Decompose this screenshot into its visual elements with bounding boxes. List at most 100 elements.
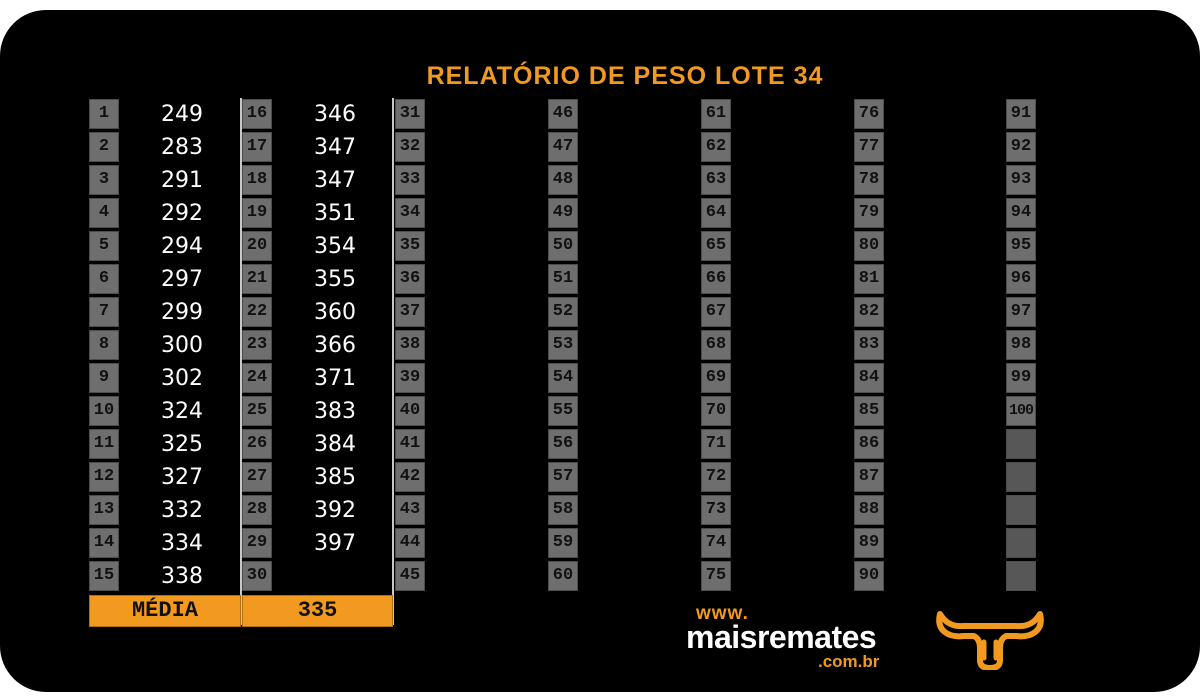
animal-number bbox=[1006, 528, 1036, 558]
animal-number: 99 bbox=[1006, 363, 1036, 393]
animal-number: 8 bbox=[89, 330, 119, 360]
animal-number: 45 bbox=[395, 561, 425, 591]
animal-number: 30 bbox=[242, 561, 272, 591]
animal-weight: 332 bbox=[161, 498, 203, 523]
animal-weight: 355 bbox=[314, 267, 356, 292]
animal-number: 65 bbox=[701, 231, 731, 261]
animal-weight: 392 bbox=[314, 498, 356, 523]
animal-number: 72 bbox=[701, 462, 731, 492]
animal-weight: 384 bbox=[314, 432, 356, 457]
animal-number: 79 bbox=[854, 198, 884, 228]
animal-number: 56 bbox=[548, 429, 578, 459]
animal-weight: 346 bbox=[314, 102, 356, 127]
column-divider bbox=[240, 98, 242, 625]
animal-number: 43 bbox=[395, 495, 425, 525]
animal-number: 64 bbox=[701, 198, 731, 228]
report-panel bbox=[0, 10, 1200, 692]
animal-number: 15 bbox=[89, 561, 119, 591]
animal-number: 32 bbox=[395, 132, 425, 162]
animal-number: 28 bbox=[242, 495, 272, 525]
animal-weight: 397 bbox=[314, 531, 356, 556]
animal-number: 35 bbox=[395, 231, 425, 261]
animal-number: 11 bbox=[89, 429, 119, 459]
animal-number: 91 bbox=[1006, 99, 1036, 129]
animal-number: 85 bbox=[854, 396, 884, 426]
animal-number: 10 bbox=[89, 396, 119, 426]
animal-weight: 299 bbox=[161, 300, 203, 325]
animal-number: 42 bbox=[395, 462, 425, 492]
animal-weight: 300 bbox=[161, 333, 203, 358]
animal-number: 73 bbox=[701, 495, 731, 525]
animal-number: 31 bbox=[395, 99, 425, 129]
brand-domain: .com.br bbox=[818, 652, 880, 671]
animal-weight: 366 bbox=[314, 333, 356, 358]
animal-number: 84 bbox=[854, 363, 884, 393]
animal-number: 78 bbox=[854, 165, 884, 195]
animal-weight: 292 bbox=[161, 201, 203, 226]
animal-number: 69 bbox=[701, 363, 731, 393]
animal-weight: 347 bbox=[314, 168, 356, 193]
animal-number: 93 bbox=[1006, 165, 1036, 195]
animal-number: 68 bbox=[701, 330, 731, 360]
animal-weight: 283 bbox=[161, 135, 203, 160]
animal-number: 49 bbox=[548, 198, 578, 228]
animal-weight: 334 bbox=[161, 531, 203, 556]
animal-number: 41 bbox=[395, 429, 425, 459]
animal-weight: 360 bbox=[314, 300, 356, 325]
average-label: MÉDIA bbox=[89, 595, 241, 627]
animal-number: 46 bbox=[548, 99, 578, 129]
animal-number: 81 bbox=[854, 264, 884, 294]
bull-head-icon bbox=[936, 611, 1044, 670]
animal-number: 24 bbox=[242, 363, 272, 393]
animal-number: 6 bbox=[89, 264, 119, 294]
brand-logo-text: www. maisremates .com.br bbox=[686, 603, 896, 673]
animal-number: 76 bbox=[854, 99, 884, 129]
animal-number: 7 bbox=[89, 297, 119, 327]
animal-number: 54 bbox=[548, 363, 578, 393]
animal-number: 22 bbox=[242, 297, 272, 327]
animal-number: 75 bbox=[701, 561, 731, 591]
animal-number: 13 bbox=[89, 495, 119, 525]
animal-number: 51 bbox=[548, 264, 578, 294]
animal-number: 88 bbox=[854, 495, 884, 525]
animal-number bbox=[1006, 495, 1036, 525]
animal-number: 63 bbox=[701, 165, 731, 195]
animal-number: 2 bbox=[89, 132, 119, 162]
animal-weight: 383 bbox=[314, 399, 356, 424]
column-divider bbox=[392, 98, 394, 625]
animal-number: 53 bbox=[548, 330, 578, 360]
animal-number: 12 bbox=[89, 462, 119, 492]
animal-number: 86 bbox=[854, 429, 884, 459]
animal-number: 39 bbox=[395, 363, 425, 393]
animal-number: 98 bbox=[1006, 330, 1036, 360]
animal-number: 20 bbox=[242, 231, 272, 261]
animal-weight: 385 bbox=[314, 465, 356, 490]
animal-number: 29 bbox=[242, 528, 272, 558]
animal-number: 67 bbox=[701, 297, 731, 327]
animal-number: 66 bbox=[701, 264, 731, 294]
animal-number: 62 bbox=[701, 132, 731, 162]
animal-number bbox=[1006, 429, 1036, 459]
animal-weight: 249 bbox=[161, 102, 203, 127]
animal-number: 74 bbox=[701, 528, 731, 558]
animal-number: 90 bbox=[854, 561, 884, 591]
animal-number: 95 bbox=[1006, 231, 1036, 261]
animal-number: 94 bbox=[1006, 198, 1036, 228]
animal-number: 38 bbox=[395, 330, 425, 360]
animal-weight: 291 bbox=[161, 168, 203, 193]
animal-number: 77 bbox=[854, 132, 884, 162]
animal-number: 4 bbox=[89, 198, 119, 228]
animal-number bbox=[1006, 462, 1036, 492]
animal-number: 37 bbox=[395, 297, 425, 327]
animal-number: 34 bbox=[395, 198, 425, 228]
animal-number: 18 bbox=[242, 165, 272, 195]
animal-number: 1 bbox=[89, 99, 119, 129]
animal-weight: 327 bbox=[161, 465, 203, 490]
animal-number: 50 bbox=[548, 231, 578, 261]
animal-number: 44 bbox=[395, 528, 425, 558]
animal-number: 52 bbox=[548, 297, 578, 327]
animal-number: 27 bbox=[242, 462, 272, 492]
animal-number: 60 bbox=[548, 561, 578, 591]
animal-number: 14 bbox=[89, 528, 119, 558]
animal-weight: 325 bbox=[161, 432, 203, 457]
